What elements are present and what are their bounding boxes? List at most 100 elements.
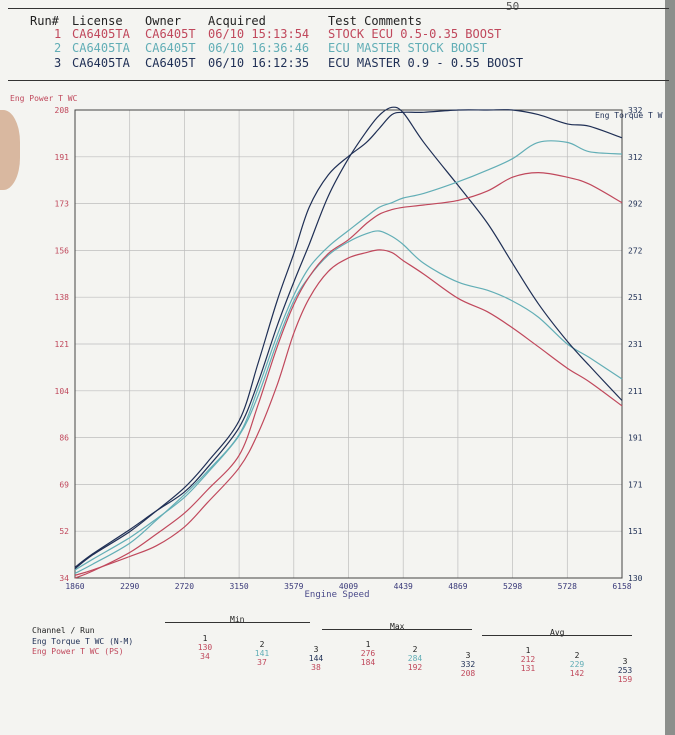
y-right-tick-label: 231 [628, 340, 643, 349]
y-left-tick-label: 34 [59, 574, 69, 583]
summary-power-value: 208 [460, 669, 476, 678]
summary-run-label: 2 [412, 645, 418, 654]
x-tick-label: 4439 [394, 582, 413, 591]
x-tick-label: 4869 [448, 582, 467, 591]
x-tick-label: 3579 [284, 582, 303, 591]
summary-run-label: 1 [525, 646, 531, 655]
run-owner: CA6405T [145, 41, 196, 55]
run-comments: STOCK ECU 0.5-0.35 BOOST [328, 27, 502, 41]
summary-channel-torque: Eng Torque T WC (N-M) [32, 637, 134, 646]
series-line-run1-power [74, 249, 623, 576]
run-license: CA6405TA [72, 56, 130, 70]
run-number: 3 [54, 56, 62, 70]
x-tick-label: 5298 [503, 582, 522, 591]
header-rule [8, 80, 669, 81]
summary-run-label: 2 [259, 640, 265, 649]
summary-power-value: 131 [520, 664, 536, 673]
summary-power-value: 37 [257, 658, 267, 667]
y-left-tick-label: 52 [59, 527, 69, 536]
summary-power-value: 184 [360, 658, 376, 667]
y-left-tick-label: 156 [55, 246, 70, 255]
run-license: CA6405TA [72, 41, 130, 55]
top-rule [8, 8, 669, 9]
x-tick-label: 3150 [229, 582, 248, 591]
series-line-run3-torque [74, 109, 623, 570]
y-left-tick-label: 208 [55, 106, 70, 115]
run-header-comments: Test Comments [328, 14, 422, 28]
y-right-tick-label: 171 [628, 480, 643, 489]
y-right-tick-label: 191 [628, 434, 643, 443]
run-owner: CA6405T [145, 27, 196, 41]
plot-frame [74, 109, 623, 579]
summary-run-label: 1 [365, 640, 371, 649]
run-license: CA6405TA [72, 27, 130, 41]
run-comments: ECU MASTER 0.9 - 0.55 BOOST [328, 56, 524, 70]
y-left-tick-label: 173 [55, 200, 70, 209]
summary-torque-value: 332 [460, 660, 476, 669]
y-right-tick-label: 312 [628, 153, 643, 162]
x-axis-label: Engine Speed [304, 590, 369, 600]
summary-torque-value: 253 [617, 666, 633, 675]
summary-run-label: 1 [202, 634, 208, 643]
run-header-license: License [72, 14, 123, 28]
y-left-axis-label: Eng Power T WC [10, 94, 78, 103]
y-right-tick-label: 332 [628, 106, 643, 115]
run-comments: ECU MASTER STOCK BOOST [328, 41, 487, 55]
run-number: 1 [54, 27, 62, 41]
series-line-run2-power [74, 230, 623, 571]
y-right-tick-label: 211 [628, 387, 643, 396]
x-tick-label: 6158 [612, 582, 631, 591]
series-line-run2-torque [74, 140, 623, 574]
run-owner: CA6405T [145, 56, 196, 70]
thumb [0, 110, 20, 190]
y-right-tick-label: 272 [628, 246, 643, 255]
summary-avg-rule [482, 635, 632, 636]
summary-torque-value: 130 [197, 643, 213, 652]
run-number: 2 [54, 41, 62, 55]
summary-max-rule [322, 629, 472, 630]
summary-torque-value: 284 [407, 654, 423, 663]
y-left-tick-label: 86 [59, 434, 69, 443]
run-header-acquired: Acquired [208, 14, 266, 28]
x-tick-label: 4009 [339, 582, 358, 591]
summary-power-value: 34 [200, 652, 210, 661]
summary-run-label: 3 [622, 657, 628, 666]
summary-min-label: Min [230, 615, 245, 624]
series-line-run3-power [74, 106, 623, 568]
y-left-tick-label: 121 [55, 340, 70, 349]
summary-power-value: 159 [617, 675, 633, 684]
y-left-tick-label: 104 [55, 387, 70, 396]
summary-run-label: 3 [313, 645, 319, 654]
summary-power-value: 38 [311, 663, 321, 672]
summary-torque-value: 144 [308, 654, 324, 663]
summary-torque-value: 212 [520, 655, 536, 664]
summary-torque-value: 276 [360, 649, 376, 658]
summary-max-label: Max [390, 622, 405, 631]
y-right-axis-label: Eng Torque T W [595, 111, 663, 120]
y-right-tick-label: 251 [628, 293, 643, 302]
run-acquired: 06/10 15:13:54 [208, 27, 310, 41]
y-left-tick-label: 191 [55, 153, 70, 162]
y-left-tick-label: 69 [59, 480, 69, 489]
series-line-run1-torque [74, 171, 623, 579]
summary-power-value: 192 [407, 663, 423, 672]
summary-torque-value: 229 [569, 660, 585, 669]
run-header-owner: Owner [145, 14, 182, 28]
summary-torque-value: 141 [254, 649, 270, 658]
x-tick-label: 2720 [175, 582, 194, 591]
run-acquired: 06/10 16:36:46 [208, 41, 310, 55]
summary-channel-power: Eng Power T WC (PS) [32, 647, 124, 656]
y-right-tick-label: 292 [628, 200, 643, 209]
corner-number: 50 [506, 0, 520, 13]
run-header-run: Run# [30, 14, 59, 28]
summary-channel-header: Channel / Run [32, 626, 95, 635]
run-acquired: 06/10 16:12:35 [208, 56, 310, 70]
y-right-tick-label: 151 [628, 527, 643, 536]
y-right-tick-label: 130 [628, 574, 643, 583]
summary-avg-label: Avg [550, 628, 565, 637]
summary-run-label: 2 [574, 651, 580, 660]
x-tick-label: 1860 [65, 582, 84, 591]
summary-run-label: 3 [465, 651, 471, 660]
